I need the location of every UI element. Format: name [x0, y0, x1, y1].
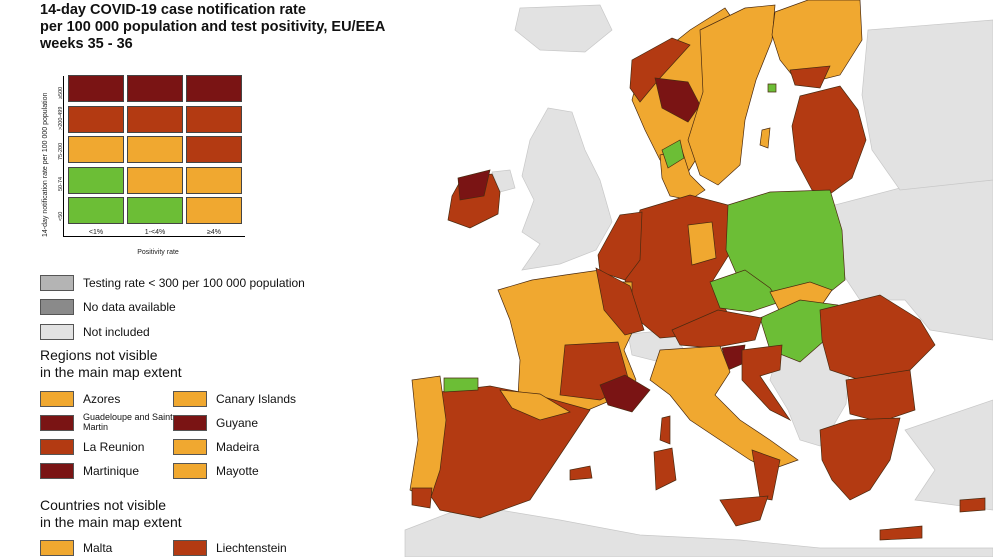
title-line-1: 14-day COVID-19 case notification rate	[40, 2, 306, 18]
sicily	[719, 495, 769, 527]
matrix-cell-r3-c1	[127, 166, 183, 194]
testing-rate-swatch	[40, 275, 74, 291]
iceland-not-included	[514, 4, 613, 53]
matrix-row-label: <50	[58, 211, 64, 221]
matrix-cell-r4-c2	[186, 197, 242, 224]
estonia-latvia-lithuania	[791, 85, 867, 195]
country-swatch	[173, 540, 207, 556]
x-axis-line	[63, 236, 245, 237]
ireland-northwest	[457, 169, 491, 201]
turkey-not-included	[904, 399, 993, 511]
spain	[419, 385, 591, 519]
region-swatch	[173, 415, 207, 431]
portugal	[409, 375, 447, 501]
corsica	[659, 415, 671, 445]
region-label: Martinique	[83, 464, 140, 478]
matrix-cell-r1-c0	[68, 105, 124, 133]
matrix-row-label: 75-200	[58, 142, 64, 160]
cyprus	[959, 497, 986, 513]
norway-west	[629, 37, 691, 103]
regions-section-title: Regions not visible in the main map exte…	[40, 347, 182, 380]
spain-northcoast	[443, 377, 479, 393]
not-included-swatch	[40, 324, 74, 340]
matrix-cell-r3-c0	[68, 166, 124, 194]
region-label: Canary Islands	[216, 392, 297, 406]
greece	[819, 417, 901, 501]
region-label: Madeira	[216, 440, 260, 454]
matrix-row-label: >200-499	[58, 106, 64, 130]
sardinia	[653, 447, 677, 491]
spain-north	[499, 389, 571, 421]
matrix-cell-r0-c0	[68, 75, 124, 102]
bulgaria	[845, 369, 916, 423]
norway-oslo	[654, 77, 701, 123]
region-swatch	[173, 391, 207, 407]
france-east	[595, 267, 645, 336]
region-swatch	[40, 439, 74, 455]
matrix-row-label: 50-74	[58, 176, 64, 191]
testing-rate-label: Testing rate < 300 per 100 000 populatio…	[83, 276, 305, 290]
matrix-column-label: 1-<4%	[144, 229, 166, 236]
russia-not-included	[861, 19, 993, 191]
italy	[649, 345, 799, 471]
matrix-cell-r2-c1	[127, 136, 183, 163]
no-data-label: No data available	[83, 300, 176, 314]
portugal-south	[411, 487, 433, 509]
country-label: Liechtenstein	[216, 541, 287, 555]
region-swatch	[173, 463, 207, 479]
matrix-cell-r4-c0	[68, 197, 124, 224]
united-kingdom-not-included	[521, 107, 613, 271]
notification-positivity-matrix	[68, 75, 244, 227]
finland-south	[789, 65, 831, 89]
matrix-cell-r4-c1	[127, 197, 183, 224]
matrix-y-axis-title: 14-day notification rate per 100 000 pop…	[42, 92, 49, 237]
gotland	[759, 127, 771, 149]
no-data-swatch	[40, 299, 74, 315]
region-label: Mayotte	[216, 464, 259, 478]
germany-east	[687, 221, 717, 266]
region-swatch	[40, 391, 74, 407]
matrix-cell-r3-c2	[186, 166, 242, 194]
matrix-cell-r1-c1	[127, 105, 183, 133]
finland	[771, 0, 863, 86]
region-label: La Reunion	[83, 440, 145, 454]
not-included-label: Not included	[83, 325, 150, 339]
matrix-cell-r1-c2	[186, 105, 242, 133]
matrix-column-label: ≥4%	[207, 229, 221, 236]
croatia	[741, 344, 792, 421]
matrix-column-label: <1%	[88, 229, 104, 236]
countries-section-title: Countries not visible in the main map ex…	[40, 497, 182, 530]
france-southeast	[599, 374, 651, 413]
region-swatch	[40, 463, 74, 479]
title-line-3: weeks 35 - 36	[40, 36, 133, 52]
matrix-row-label: ≥500	[58, 86, 64, 99]
aland	[767, 83, 777, 93]
region-label: Guadeloupe and Saint Martin	[83, 412, 173, 432]
region-label: Azores	[83, 392, 121, 406]
matrix-cell-r0-c2	[186, 75, 242, 102]
north-africa-not-included	[404, 504, 993, 557]
matrix-cell-r0-c1	[127, 75, 183, 102]
matrix-cell-r2-c2	[186, 136, 242, 163]
italy-south	[751, 449, 781, 501]
matrix-x-axis-title: Positivity rate	[137, 249, 179, 256]
poland	[725, 189, 846, 301]
balearic-islands	[569, 465, 593, 481]
title-line-2: per 100 000 population and test positivi…	[40, 19, 386, 35]
region-swatch	[40, 415, 74, 431]
country-swatch	[40, 540, 74, 556]
map-title: 14-day COVID-19 case notification rate p…	[40, 2, 460, 53]
country-label: Malta	[83, 541, 113, 555]
y-axis-line	[63, 76, 64, 236]
crete	[879, 525, 923, 541]
region-swatch	[173, 439, 207, 455]
matrix-cell-r2-c0	[68, 136, 124, 163]
austria	[671, 309, 763, 349]
denmark-north	[661, 139, 685, 169]
sweden	[687, 4, 776, 186]
region-label: Guyane	[216, 416, 259, 430]
